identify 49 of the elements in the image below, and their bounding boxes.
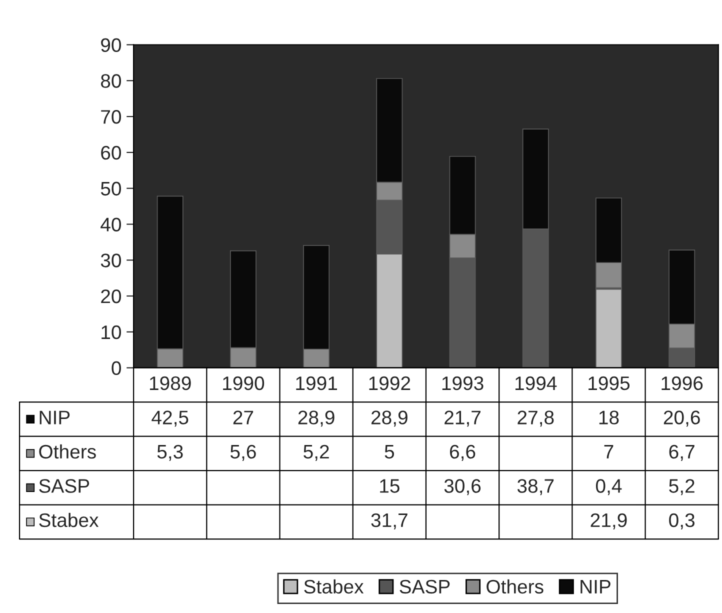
data-label: 30,6 [444,479,481,496]
data-label: 27,8 [518,410,554,427]
x-tick-label: 1995 [588,376,630,390]
data-label: 5,3 [157,444,183,461]
y-tick-label: 80 [100,74,122,88]
data-label: 5,2 [304,444,329,461]
y-tick-label: 30 [100,254,122,268]
data-label: 28,9 [371,410,408,427]
text: NIP [580,580,610,594]
y-tick-label: 90 [101,38,122,52]
data-label: 5,2 [669,479,694,496]
text: Stabex [39,512,99,528]
x-tick-label: 1990 [223,376,264,390]
data-label: 0,3 [669,513,694,530]
data-label: 0,4 [596,479,622,496]
data-label: 31,7 [371,513,408,530]
data-label: 18 [599,410,619,424]
x-tick-label: 1992 [369,376,410,390]
data-label: 28,9 [298,410,334,427]
y-tick-label: 50 [100,182,122,196]
x-tick-label: 1989 [150,376,191,390]
y-tick-label: 10 [102,325,122,340]
legend-label: SASP [400,580,450,594]
data-label: 27 [233,410,254,424]
x-tick-label: 1993 [442,376,484,390]
y-tick-label: 0 [112,361,122,376]
data-label: 38,7 [517,479,554,496]
data-label: 6,6 [450,444,476,461]
legend-label: Stabex [304,579,364,594]
data-label: 21,9 [590,513,627,530]
text: Others [486,579,544,594]
x-tick-label: 1996 [662,376,703,390]
data-label: 5 [384,445,394,459]
data-label: 15 [380,479,400,493]
data-label: 21,7 [444,410,480,427]
data-label: 6,7 [669,444,694,461]
data-label: 20,6 [664,410,700,427]
y-tick-label: 40 [100,218,122,232]
x-tick-label: 1991 [296,376,338,390]
data-label: 42,5 [152,410,188,427]
data-label: 5,6 [230,444,256,461]
legend-label: Others [39,444,96,459]
y-tick-label: 60 [101,146,122,160]
data-label: 7 [604,445,614,458]
y-tick-label: 20 [101,289,122,304]
y-tick-label: 70 [101,110,122,124]
x-tick-label: 1994 [515,376,557,390]
text: SASP [39,479,90,493]
legend-label: NIP [40,410,70,424]
